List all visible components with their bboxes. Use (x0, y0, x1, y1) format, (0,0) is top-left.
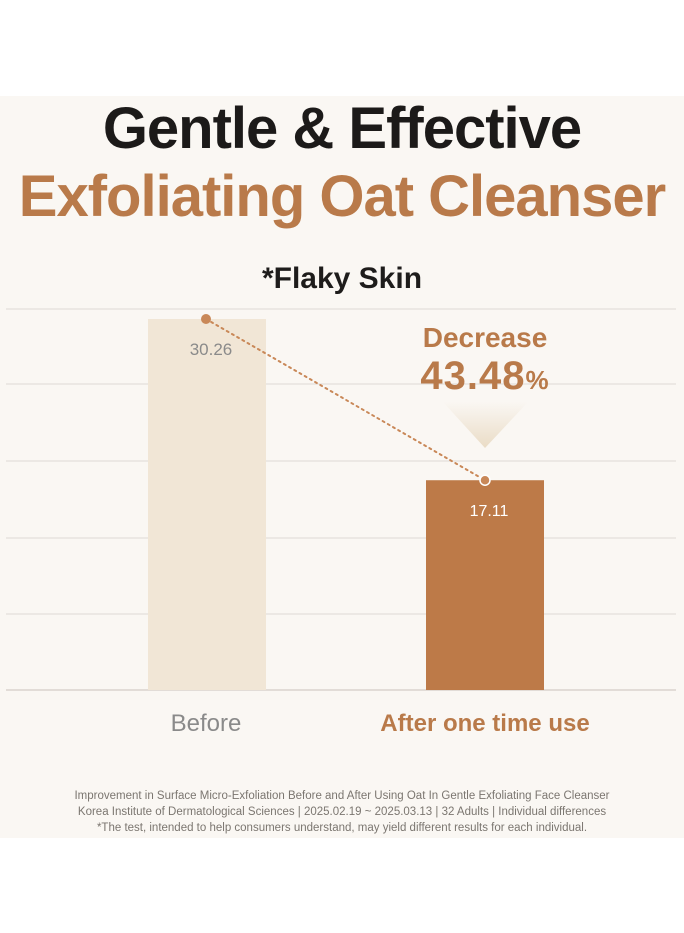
marker-before (201, 314, 211, 324)
footnote-study: Improvement in Surface Micro-Exfoliation… (74, 790, 610, 802)
category-label-after: After one time use (380, 710, 590, 737)
background-panel (0, 96, 684, 838)
footnote-institute: Korea Institute of Dermatological Scienc… (77, 806, 607, 818)
value-label-before: 30.26 (190, 340, 233, 359)
down-arrow-icon (443, 402, 528, 448)
chart-title: *Flaky Skin (261, 262, 423, 295)
headline-line1: Gentle & Effective (102, 96, 582, 161)
chart-connector (201, 314, 491, 486)
chart-bars: 30.26 17.11 (148, 319, 544, 690)
bar-after (426, 480, 544, 690)
category-label-before: Before (170, 710, 242, 737)
connector-line (205, 318, 486, 482)
chart-gridlines (6, 308, 676, 691)
bar-before (148, 319, 266, 690)
value-label-after: 17.11 (470, 503, 509, 520)
decrease-label: Decrease (422, 322, 548, 353)
headline-line2: Exfoliating Oat Cleanser (18, 164, 666, 229)
decrease-number: 43.48 (420, 354, 526, 398)
footnote-disclaimer: *The test, intended to help consumers un… (96, 822, 588, 834)
decrease-value: 43.48% (380, 354, 590, 399)
decrease-unit: % (525, 365, 550, 395)
marker-after (479, 474, 491, 486)
chart-arrow (443, 402, 528, 448)
